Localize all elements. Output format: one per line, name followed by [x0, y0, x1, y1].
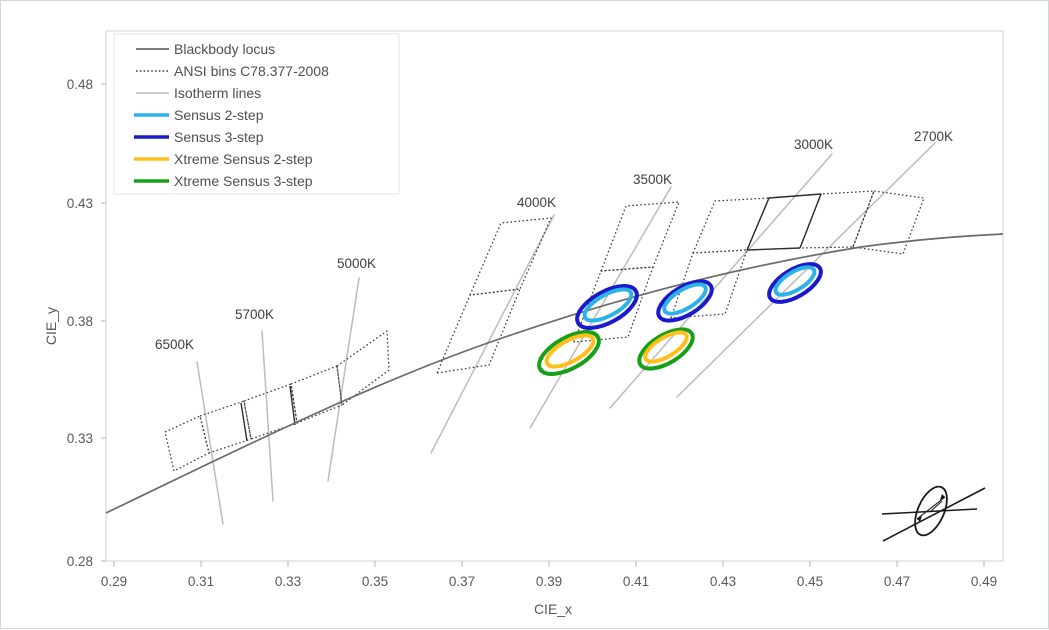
x-tick-label-7: 0.43 — [710, 574, 736, 589]
cct-label-5000k: 5000K — [337, 256, 376, 271]
inset-diagonal-line — [882, 487, 986, 542]
legend-item-xtreme-sensus-2-step[interactable]: Xtreme Sensus 2-step — [134, 151, 313, 167]
y-tick-label-2: 0.38 — [67, 314, 93, 329]
cct-label-2700k: 2700K — [914, 129, 953, 144]
ansi-bin-5700k-c — [336, 330, 390, 406]
ellipse-clusters-group — [537, 262, 823, 376]
blackbody-locus-group — [105, 233, 1004, 514]
inset-major-axis — [916, 496, 946, 520]
cluster-sensus-2 — [656, 279, 714, 323]
x-tick-label-8: 0.45 — [797, 574, 823, 589]
ansi-edge-3000k-top — [768, 193, 822, 199]
ellipse-xtreme-3-step-2 — [637, 327, 695, 371]
ansi-edge-6500k — [240, 402, 248, 442]
ansi-bin-5000k-b — [469, 217, 552, 296]
cluster-sensus-3 — [767, 262, 823, 304]
inset-arrow-right — [940, 494, 945, 500]
inset-arrow-left — [917, 516, 922, 522]
y-axis-title: CIE_y — [43, 307, 59, 345]
ellipse-sensus-2-step-1 — [582, 287, 634, 323]
legend-label-xtreme-sensus-2-step: Xtreme Sensus 2-step — [174, 151, 313, 167]
y-tick-label-0: 0.28 — [67, 554, 93, 569]
legend-label-xtreme-sensus-3-step: Xtreme Sensus 3-step — [174, 173, 313, 189]
ansi-edge-3000k-left — [746, 197, 770, 251]
ansi-bin-3000k-b — [799, 190, 875, 249]
inset-ellipse-outline — [914, 485, 948, 537]
y-axis-group: 0.28 0.33 0.38 0.43 0.48 CIE_y — [43, 77, 106, 569]
cct-label-3000k: 3000K — [794, 137, 833, 152]
isotherm-line-6500k — [196, 361, 224, 525]
legend-label-ansi-bins: ANSI bins C78.377-2008 — [174, 63, 329, 79]
isotherm-line-5700k — [261, 330, 274, 502]
ansi-bin-6500k-b — [199, 400, 252, 454]
legend-label-sensus-2-step: Sensus 2-step — [174, 107, 264, 123]
ellipse-xtreme-2-step-2 — [643, 330, 689, 364]
ansi-edge-5700k — [289, 385, 296, 426]
ansi-bin-3500k-b — [692, 197, 770, 254]
y-tick-label-1: 0.33 — [67, 431, 93, 446]
ansi-bin-3500k-a — [670, 249, 748, 319]
legend-item-xtreme-sensus-3-step[interactable]: Xtreme Sensus 3-step — [134, 173, 313, 189]
cct-label-5700k: 5700K — [235, 307, 274, 322]
legend-item-ansi-bins[interactable]: ANSI bins C78.377-2008 — [136, 63, 329, 79]
x-axis-title: CIE_x — [534, 601, 572, 617]
cct-labels-group: 6500K 5700K 5000K 4000K 3500K 3000K 2700… — [155, 129, 953, 352]
ellipse-sensus-3-step-3 — [767, 262, 823, 304]
legend-label-blackbody-locus: Blackbody locus — [174, 41, 275, 57]
isotherm-line-4000k — [430, 214, 555, 454]
cct-label-3500k: 3500K — [633, 172, 672, 187]
ellipse-sensus-2-step-2 — [662, 282, 708, 316]
ansi-bin-5700k-b — [290, 365, 343, 424]
macadam-ellipse-inset — [881, 485, 986, 542]
legend-label-isotherm-lines: Isotherm lines — [174, 85, 261, 101]
legend-item-isotherm-lines[interactable]: Isotherm lines — [136, 85, 261, 101]
x-tick-label-4: 0.37 — [449, 574, 475, 589]
cct-label-6500k: 6500K — [155, 337, 194, 352]
ansi-edge-3000k-right — [799, 193, 822, 249]
cluster-xtreme-1 — [537, 330, 601, 376]
isotherm-line-3500k — [529, 186, 672, 429]
legend-item-blackbody-locus[interactable]: Blackbody locus — [136, 41, 275, 57]
x-tick-label-5: 0.39 — [536, 574, 562, 589]
ellipse-sensus-3-step-2 — [656, 279, 714, 323]
ansi-edge-3000k-bottom — [746, 247, 801, 251]
isotherm-line-5000k — [327, 277, 360, 482]
ellipse-sensus-3-step-1 — [575, 284, 639, 330]
legend-item-sensus-2-step[interactable]: Sensus 2-step — [134, 107, 264, 123]
x-tick-label-10: 0.49 — [971, 574, 997, 589]
cluster-sensus-1 — [575, 284, 639, 330]
x-tick-label-1: 0.31 — [188, 574, 214, 589]
x-tick-label-0: 0.29 — [101, 574, 127, 589]
x-tick-label-3: 0.35 — [362, 574, 388, 589]
ansi-bins-group — [164, 190, 925, 472]
ellipse-xtreme-2-step-1 — [544, 333, 596, 369]
cluster-xtreme-2 — [637, 327, 695, 371]
isotherm-line-2700k — [676, 142, 936, 398]
y-tick-label-4: 0.48 — [67, 77, 93, 92]
cct-label-4000k: 4000K — [517, 195, 556, 210]
x-axis-group: 0.29 0.31 0.33 0.35 0.37 0.39 0.41 0.43 … — [101, 561, 997, 617]
legend: Blackbody locus ANSI bins C78.377-2008 I… — [113, 33, 400, 195]
x-tick-label-6: 0.41 — [623, 574, 649, 589]
y-tick-label-3: 0.43 — [67, 196, 93, 211]
legend-item-sensus-3-step[interactable]: Sensus 3-step — [134, 129, 264, 145]
inset-horizontal-line — [881, 508, 978, 515]
ansi-bin-5000k-a — [436, 288, 521, 374]
ellipse-sensus-2-step-3 — [773, 265, 817, 297]
legend-label-sensus-3-step: Sensus 3-step — [174, 129, 264, 145]
ellipse-xtreme-3-step-1 — [537, 330, 601, 376]
isotherm-lines-group — [196, 142, 936, 525]
x-tick-label-2: 0.33 — [275, 574, 301, 589]
ansi-bin-solid-edges — [240, 193, 822, 442]
x-tick-label-9: 0.47 — [884, 574, 910, 589]
blackbody-locus-curve — [105, 233, 1004, 514]
inset-minor-axis — [930, 500, 943, 512]
